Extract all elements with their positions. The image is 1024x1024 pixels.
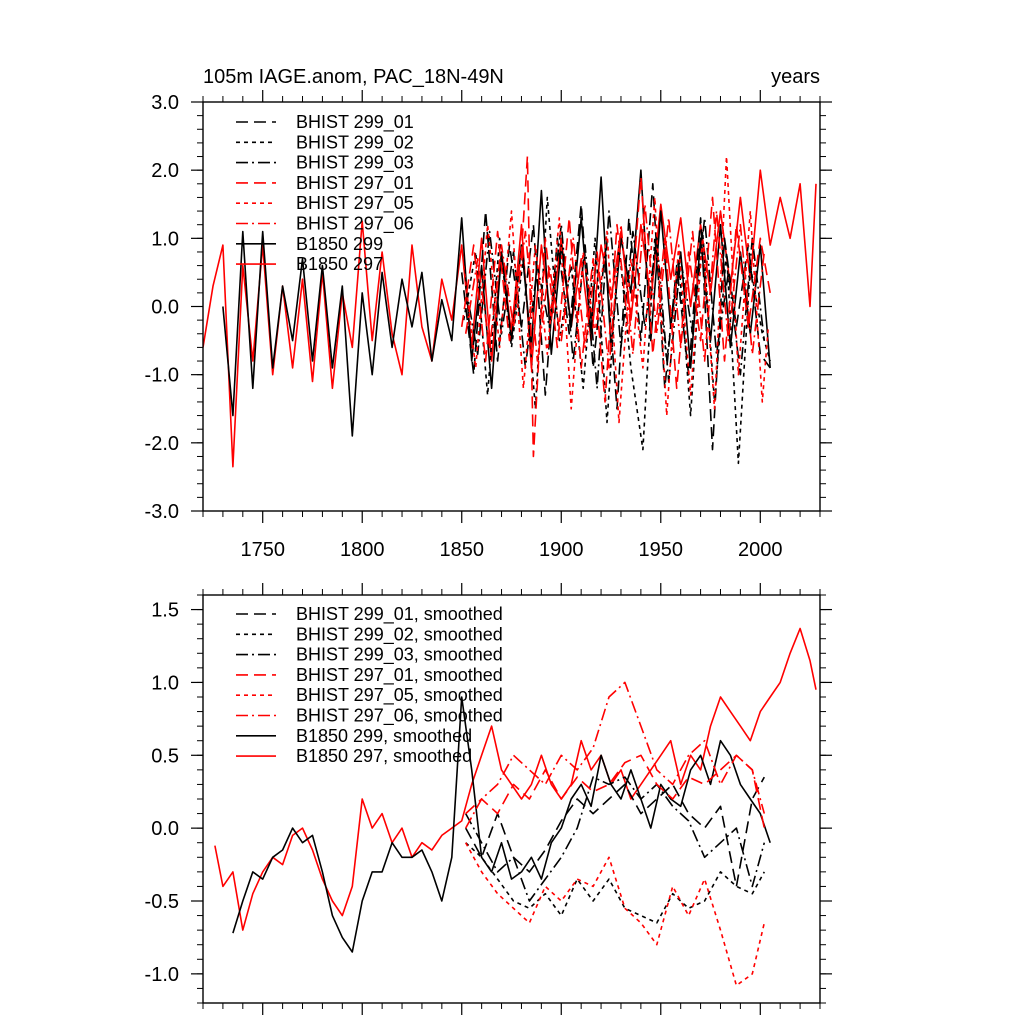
top-series-bhist-299-03: [464, 210, 766, 390]
top-panel: 105m IAGE.anom, PAC_18N-49N years 1750 18…: [145, 66, 832, 561]
bottom-axes: -1.0 -0.5 0.0 0.5 1.0 1.5: [145, 583, 832, 1015]
bottom-legend-label: BHIST 297_01, smoothed: [296, 665, 503, 686]
bottom-series-b1850-299-smoothed: [232, 696, 771, 953]
top-legend-label: B1850 297: [296, 254, 383, 274]
bottom-series-group: [214, 627, 817, 987]
top-y-tick-label: 0.0: [151, 297, 179, 319]
top-legend-label: BHIST 299_02: [296, 132, 414, 153]
bottom-panel: -1.0 -0.5 0.0 0.5 1.0 1.5 BHIST 299_01, smoot…: [145, 583, 832, 1015]
top-series-bhist-297-01: [460, 155, 771, 458]
bottom-y-tick-label: -0.5: [145, 891, 179, 913]
top-series-group: [203, 155, 817, 468]
top-panel-title: 105m IAGE.anom, PAC_18N-49N: [203, 66, 504, 88]
bottom-legend-label: BHIST 297_05, smoothed: [296, 685, 503, 706]
bottom-series-bhist-297-01-smoothed: [465, 754, 766, 829]
bottom-series-bhist-299-01-smoothed: [464, 776, 766, 888]
bottom-legend-label: B1850 299, smoothed: [296, 726, 472, 746]
top-legend-label: BHIST 297_05: [296, 193, 414, 214]
bottom-series-bhist-297-06-smoothed: [464, 681, 766, 829]
bottom-series-bhist-299-03-smoothed: [464, 776, 766, 902]
bottom-y-tick-label: -1.0: [145, 964, 179, 986]
top-legend-label: B1850 299: [296, 234, 383, 254]
top-panel-units: years: [771, 66, 820, 88]
top-legend-label: BHIST 297_06: [296, 214, 414, 235]
top-y-tick-label: -2.0: [145, 433, 179, 455]
top-legend-label: BHIST 297_01: [296, 173, 414, 194]
bottom-y-tick-label: 0.5: [151, 745, 179, 767]
bottom-y-tick-label: 0.0: [151, 818, 179, 840]
bottom-legend-label: BHIST 299_02, smoothed: [296, 624, 503, 645]
top-y-tick-label: -3.0: [145, 501, 179, 523]
bottom-series-b1850-297-smoothed: [214, 627, 817, 931]
bottom-legend-label: BHIST 299_03, smoothed: [296, 645, 503, 666]
bottom-legend-label: B1850 297, smoothed: [296, 746, 472, 766]
top-x-tick-label: 1750: [240, 539, 285, 561]
top-legend-label: BHIST 299_03: [296, 153, 414, 174]
bottom-y-tick-label: 1.5: [151, 600, 179, 622]
top-y-tick-label: 3.0: [151, 92, 179, 114]
top-series-bhist-297-05: [462, 155, 770, 424]
top-axes: 1750 1800 1850 1900 1950 2000 -3.0 -2.0 -1.0 0.0 1…: [145, 90, 832, 561]
top-y-tick-label: 2.0: [151, 160, 179, 182]
bottom-series-bhist-297-05-smoothed: [464, 842, 766, 987]
top-x-tick-label: 1800: [340, 539, 385, 561]
top-x-tick-label: 1950: [639, 539, 684, 561]
top-y-tick-label: 1.0: [151, 228, 179, 250]
bottom-legend-label: BHIST 299_01, smoothed: [296, 604, 503, 625]
bottom-legend-label: BHIST 297_06, smoothed: [296, 706, 503, 727]
top-y-tick-label: -1.0: [145, 365, 179, 387]
top-series-b1850-299: [222, 169, 771, 437]
top-x-tick-label: 1850: [439, 539, 484, 561]
top-x-tick-label: 1900: [539, 539, 584, 561]
top-x-tick-label: 2000: [738, 539, 783, 561]
top-legend-label: BHIST 299_01: [296, 112, 414, 133]
bottom-y-tick-label: 1.0: [151, 672, 179, 694]
